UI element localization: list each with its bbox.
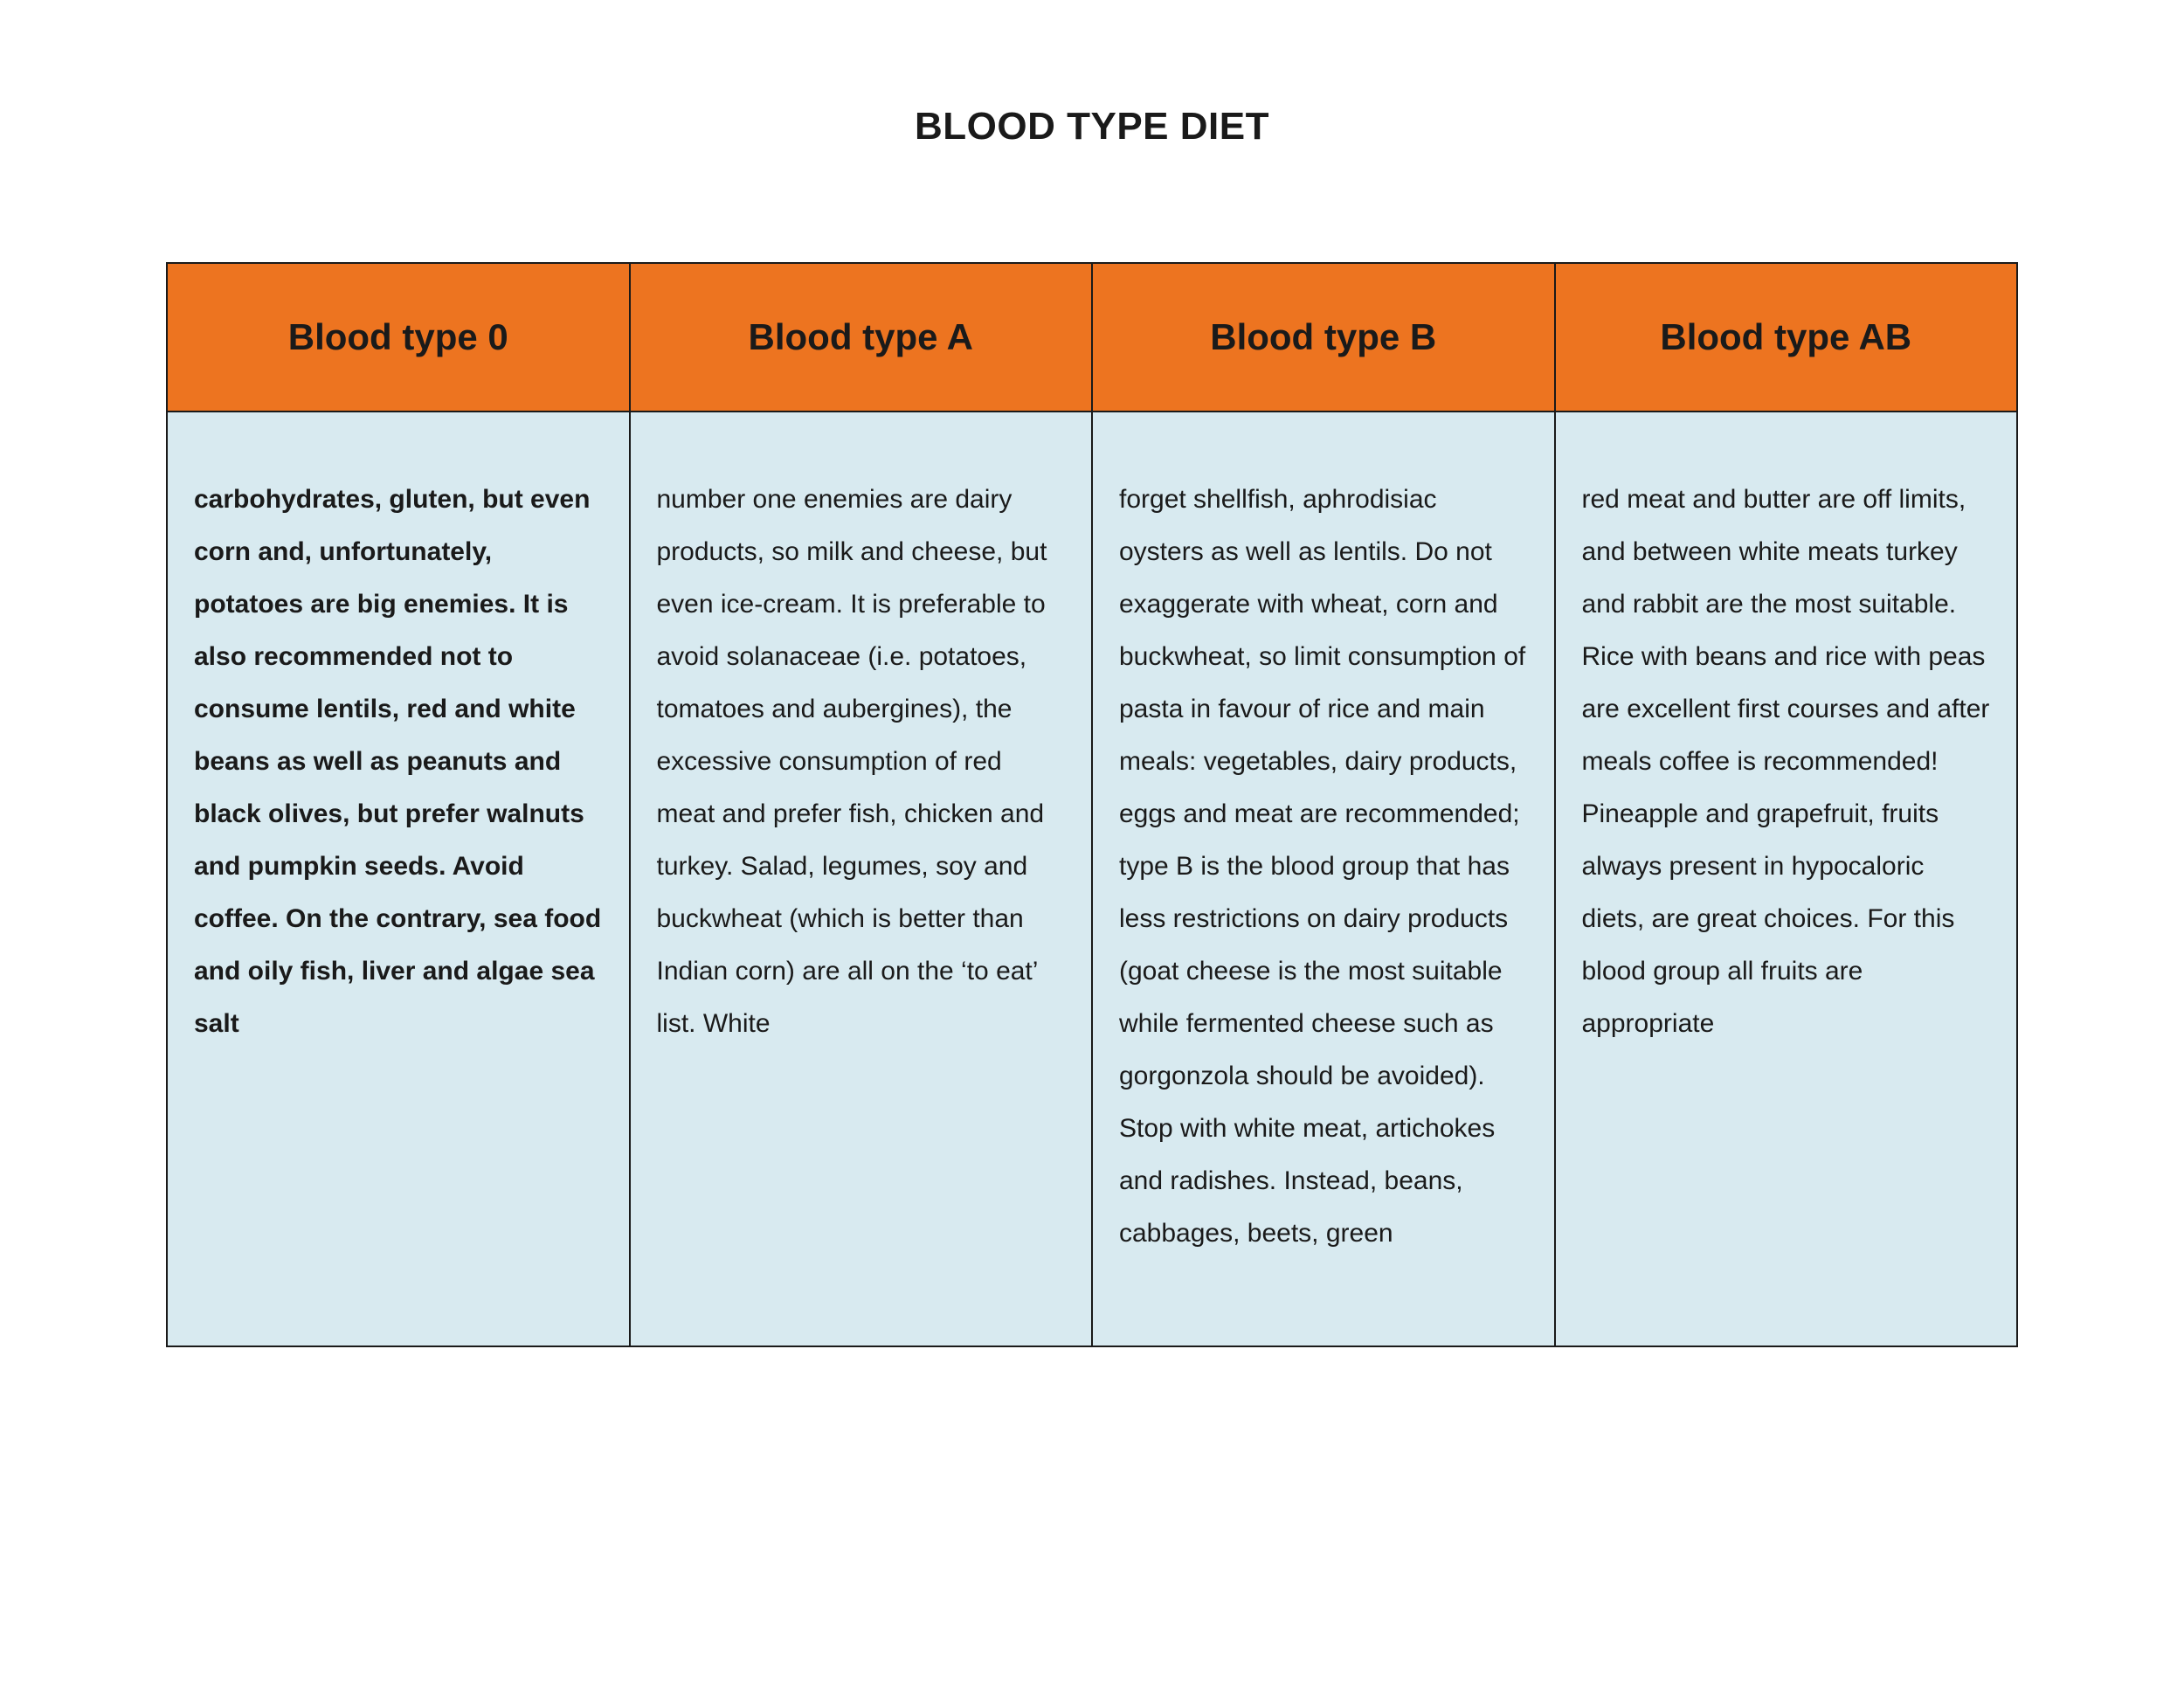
col-header-blood-type-b: Blood type B [1092, 263, 1555, 412]
cell-blood-type-b: forget shellfish, aphrodisiac oysters as… [1092, 412, 1555, 1346]
cell-blood-type-a: number one enemies are dairy products, s… [630, 412, 1093, 1346]
col-header-blood-type-a: Blood type A [630, 263, 1093, 412]
col-header-blood-type-0: Blood type 0 [167, 263, 630, 412]
blood-type-diet-table: Blood type 0 Blood type A Blood type B B… [166, 262, 2018, 1347]
col-header-blood-type-ab: Blood type AB [1555, 263, 2018, 412]
cell-blood-type-0: carbohydrates, gluten, but even corn and… [167, 412, 630, 1346]
page-title: BLOOD TYPE DIET [166, 105, 2018, 149]
table-header-row: Blood type 0 Blood type A Blood type B B… [167, 263, 2017, 412]
cell-blood-type-ab: red meat and butter are off limits, and … [1555, 412, 2018, 1346]
table-row: carbohydrates, gluten, but even corn and… [167, 412, 2017, 1346]
